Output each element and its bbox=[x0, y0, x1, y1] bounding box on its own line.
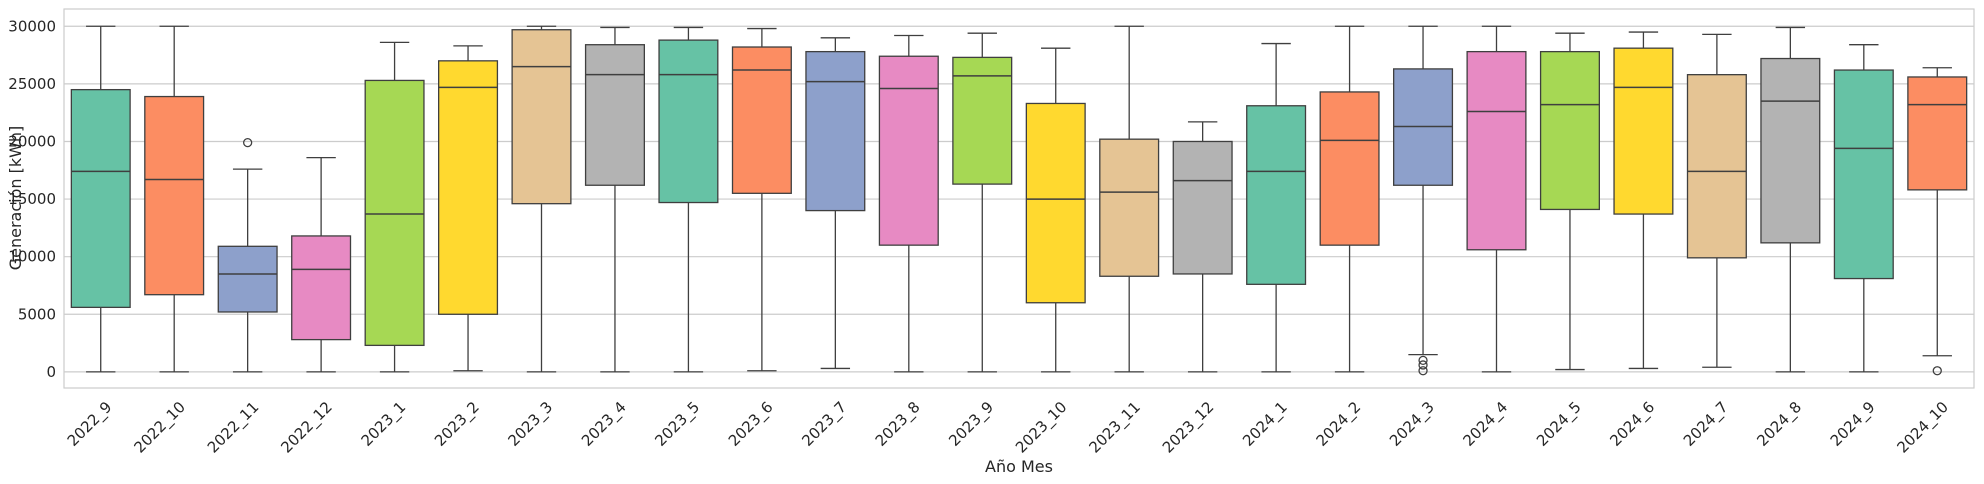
box-2023_10 bbox=[1025, 47, 1086, 373]
outlier-point bbox=[1418, 366, 1428, 376]
y-tick-label: 0 bbox=[46, 363, 56, 381]
box-2024_6 bbox=[1613, 31, 1674, 370]
box-2023_2 bbox=[438, 45, 499, 372]
x-tick-label: 2024_3 bbox=[1386, 398, 1438, 450]
x-tick-label: 2023_12 bbox=[1159, 398, 1218, 457]
box-2024_5 bbox=[1539, 32, 1600, 371]
x-tick-label: 2022_9 bbox=[64, 398, 116, 450]
iqr-box bbox=[878, 55, 939, 246]
iqr-box bbox=[1539, 50, 1600, 211]
box-2022_12 bbox=[291, 156, 352, 373]
iqr-box bbox=[1613, 47, 1674, 215]
iqr-box bbox=[1246, 105, 1307, 285]
y-tick-label: 25000 bbox=[8, 75, 56, 93]
x-tick-label: 2024_4 bbox=[1459, 398, 1511, 450]
box-2024_10 bbox=[1907, 67, 1968, 376]
box-2023_5 bbox=[658, 26, 719, 373]
x-tick-label: 2023_6 bbox=[725, 398, 777, 450]
iqr-box bbox=[805, 50, 866, 212]
x-tick-label: 2024_2 bbox=[1313, 398, 1365, 450]
iqr-box bbox=[217, 245, 278, 313]
box-2024_3 bbox=[1393, 25, 1454, 376]
y-axis-title: Generación [kWh] bbox=[6, 126, 25, 271]
iqr-box bbox=[1833, 69, 1894, 280]
iqr-box bbox=[1319, 91, 1380, 246]
x-tick-label: 2023_8 bbox=[872, 398, 924, 450]
box-2023_1 bbox=[364, 41, 425, 373]
iqr-box bbox=[1760, 57, 1821, 244]
y-tick-labels: 0 5000 10000 15000 20000 25000 30000 bbox=[8, 17, 56, 381]
x-tick-label: 2022_10 bbox=[130, 398, 189, 457]
box-2022_11 bbox=[217, 137, 278, 373]
x-tick-label: 2024_6 bbox=[1606, 398, 1658, 450]
x-tick-label: 2024_9 bbox=[1827, 398, 1879, 450]
iqr-box bbox=[731, 46, 792, 194]
iqr-box bbox=[952, 56, 1013, 185]
box-2023_12 bbox=[1172, 121, 1233, 373]
iqr-box bbox=[1686, 74, 1747, 259]
x-tick-labels: 2022_9 2022_10 2022_11 2022_12 2023_1 2023_2 2… bbox=[64, 398, 1953, 457]
y-tick-label: 30000 bbox=[8, 17, 56, 35]
boxes bbox=[70, 25, 1968, 376]
x-axis-title: Año Mes bbox=[985, 457, 1053, 476]
x-tick-label: 2024_1 bbox=[1239, 398, 1291, 450]
outlier-point bbox=[1418, 355, 1428, 366]
iqr-box bbox=[584, 44, 645, 186]
x-tick-label: 2023_11 bbox=[1085, 398, 1144, 457]
iqr-box bbox=[144, 95, 205, 296]
box-2024_7 bbox=[1686, 33, 1747, 368]
iqr-box bbox=[1099, 138, 1160, 277]
box-2023_6 bbox=[731, 27, 792, 372]
iqr-box bbox=[1025, 102, 1086, 304]
x-tick-label: 2023_5 bbox=[651, 398, 703, 450]
x-tick-label: 2023_3 bbox=[504, 398, 556, 450]
iqr-box bbox=[1172, 140, 1233, 275]
box-2024_9 bbox=[1833, 44, 1894, 373]
outlier-point bbox=[1418, 360, 1428, 370]
iqr-box bbox=[1466, 50, 1527, 251]
box-2024_2 bbox=[1319, 25, 1380, 373]
x-tick-label: 2023_10 bbox=[1012, 398, 1071, 457]
iqr-box bbox=[438, 60, 499, 315]
x-tick-label: 2022_11 bbox=[204, 398, 263, 457]
iqr-box bbox=[1907, 76, 1968, 191]
iqr-box bbox=[658, 39, 719, 204]
box-2023_7 bbox=[805, 37, 866, 370]
x-tick-label: 2024_8 bbox=[1753, 398, 1805, 450]
box-2023_8 bbox=[878, 34, 939, 373]
box-2022_9 bbox=[70, 25, 131, 373]
x-tick-label: 2024_10 bbox=[1893, 398, 1952, 457]
x-tick-label: 2022_12 bbox=[277, 398, 336, 457]
x-tick-label: 2023_1 bbox=[358, 398, 410, 450]
iqr-box bbox=[511, 29, 572, 205]
iqr-box bbox=[70, 88, 131, 309]
outlier-point bbox=[1932, 366, 1942, 376]
iqr-box bbox=[291, 235, 352, 341]
box-2024_1 bbox=[1246, 42, 1307, 373]
box-2024_8 bbox=[1760, 26, 1821, 373]
iqr-box bbox=[364, 79, 425, 347]
box-2022_10 bbox=[144, 25, 205, 373]
x-tick-label: 2023_2 bbox=[431, 398, 483, 450]
outlier-point bbox=[243, 137, 253, 148]
y-tick-label: 10000 bbox=[8, 248, 56, 266]
y-tick-label: 5000 bbox=[18, 305, 56, 323]
box-2023_3 bbox=[511, 25, 572, 373]
x-tick-label: 2023_9 bbox=[945, 398, 997, 450]
x-tick-label: 2023_4 bbox=[578, 398, 630, 450]
x-tick-label: 2024_5 bbox=[1533, 398, 1585, 450]
box-2023_4 bbox=[584, 26, 645, 373]
x-tick-label: 2023_7 bbox=[798, 398, 850, 450]
y-tick-label: 15000 bbox=[8, 190, 56, 208]
box-2024_4 bbox=[1466, 25, 1527, 373]
y-tick-label: 20000 bbox=[8, 132, 56, 150]
box-2023_9 bbox=[952, 32, 1013, 373]
x-tick-label: 2024_7 bbox=[1680, 398, 1732, 450]
box-2023_11 bbox=[1099, 25, 1160, 373]
